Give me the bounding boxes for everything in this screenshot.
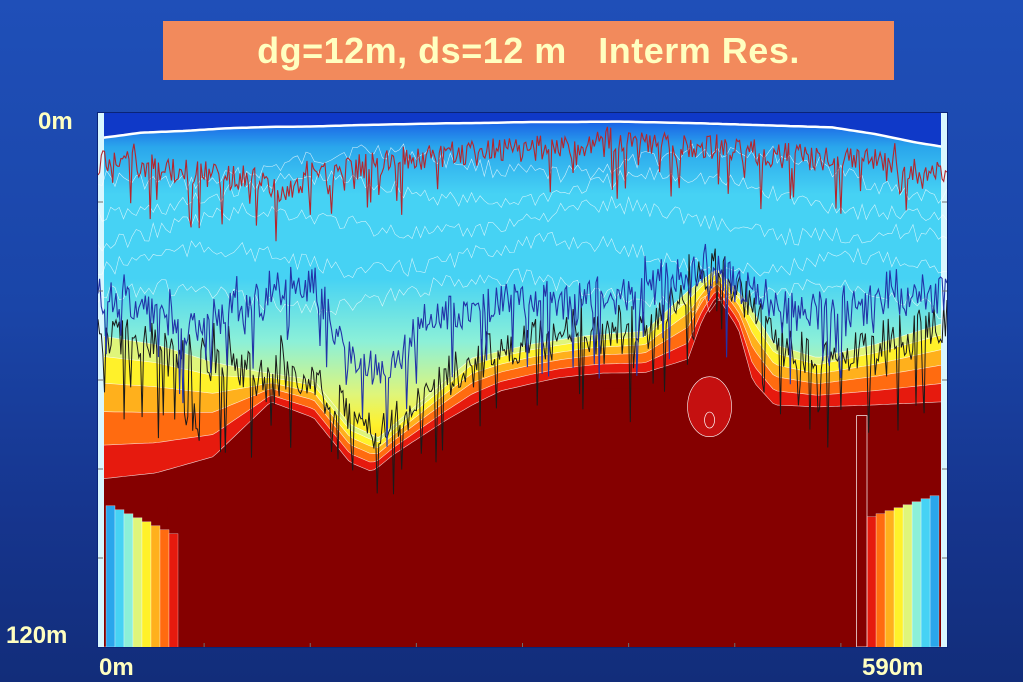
title-banner: dg=12m, ds=12 m Interm Res. [163, 21, 894, 80]
chart-title: dg=12m, ds=12 m Interm Res. [257, 29, 800, 71]
heatmap-plot-area [97, 112, 948, 648]
isotherm-contour-4 [98, 268, 947, 320]
right-wall-band-5 [884, 510, 895, 647]
right-wall-band-2 [911, 501, 922, 647]
right-wall-band-7 [866, 516, 877, 647]
left-wall-band-5 [150, 525, 161, 647]
isotherm-contour-3 [98, 232, 947, 279]
left-wall-band-7 [168, 533, 179, 647]
black-profile-trace [98, 248, 947, 495]
heatmap-svg [98, 113, 947, 647]
right-wall-band-3 [902, 504, 913, 647]
left-wall-band-2 [123, 513, 134, 647]
isotherm-contour-2 [98, 195, 947, 252]
red-core-region [167, 311, 861, 647]
left-wall-band-0 [105, 505, 116, 647]
surface-boundary-line [98, 120, 947, 149]
isotherm-contour-1 [98, 166, 947, 222]
left-wall-band-4 [141, 521, 152, 647]
right-wall-band-4 [893, 507, 904, 647]
left-wall-band-6 [159, 529, 170, 647]
right-core-fill [856, 415, 868, 647]
red-profile-trace [98, 126, 947, 242]
secondary-hot-spot [687, 376, 732, 438]
x-axis-right-label: 590m [862, 654, 924, 681]
left-wall-band-1 [114, 509, 125, 647]
isotherm-contour-0 [98, 143, 947, 204]
x-axis-left-label: 0m [99, 654, 134, 681]
right-wall-band-6 [875, 513, 886, 647]
right-wall-band-0 [929, 495, 940, 647]
right-wall-band-1 [920, 498, 931, 647]
y-axis-bottom-label: 120m [6, 622, 68, 649]
hot-spot-center-contour [704, 411, 715, 429]
blue-profile-trace [98, 243, 947, 447]
left-wall-band-3 [132, 517, 143, 647]
y-axis-top-label: 0m [38, 108, 73, 135]
